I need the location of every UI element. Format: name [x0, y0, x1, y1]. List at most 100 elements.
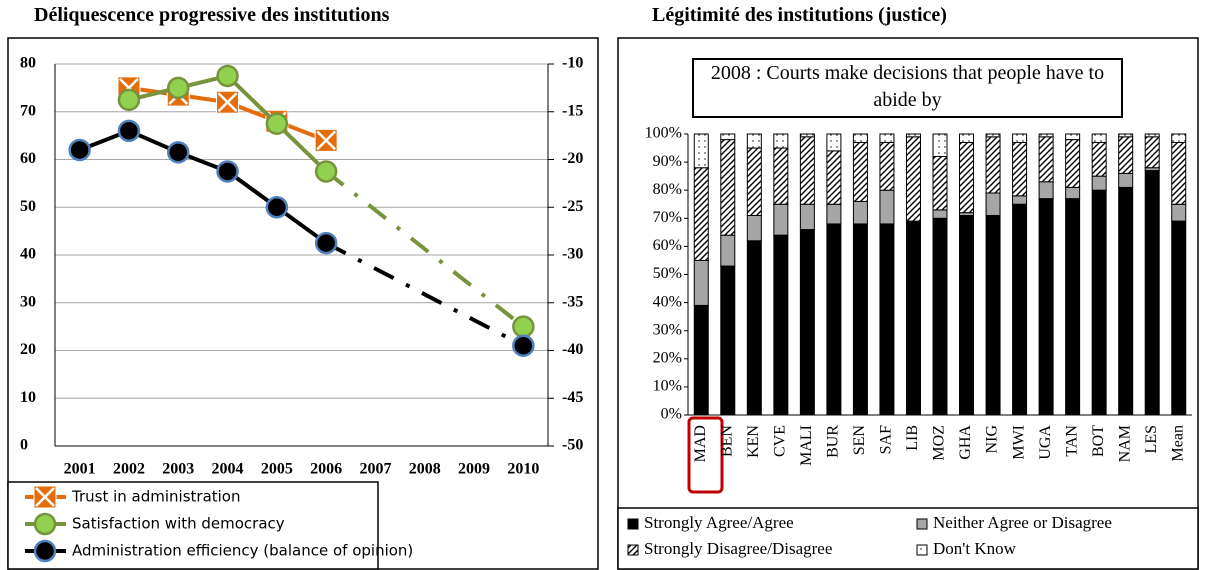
- bar-segment: [1118, 133, 1134, 138]
- bar-segment: [879, 141, 895, 191]
- bar-segment: [1171, 133, 1187, 143]
- bar-segment: [1091, 189, 1107, 416]
- bar-segment: [879, 223, 895, 416]
- bar-segment: [905, 220, 921, 416]
- marker: [314, 160, 338, 183]
- bar-segment: [799, 136, 815, 205]
- legend-label: Trust in administration: [71, 488, 241, 506]
- bar-segment: [746, 133, 762, 149]
- bar-segment: [720, 265, 736, 416]
- x-tick-label: BOT: [1090, 425, 1107, 457]
- chart-title: Déliquescence progressive des institutio…: [34, 4, 390, 26]
- bar-segment: [932, 155, 948, 211]
- x-tick-label: 2002: [113, 461, 145, 478]
- bar-segment: [746, 240, 762, 416]
- legend-label: Satisfaction with democracy: [72, 515, 285, 533]
- bar-segment: [1038, 181, 1054, 200]
- bar-segment: [1012, 203, 1028, 416]
- y-tick-label: 50: [20, 198, 36, 215]
- left-panel: [7, 37, 599, 570]
- bar-segment: [1118, 172, 1134, 188]
- bar-segment: [1065, 133, 1081, 141]
- bar-segment: [932, 217, 948, 416]
- x-tick-label: CVE: [772, 425, 789, 457]
- bar-segment: [720, 234, 736, 267]
- marker: [33, 539, 57, 563]
- marker-cross: [316, 130, 337, 151]
- marker: [314, 231, 338, 255]
- y-tick-label: 100%: [645, 125, 682, 142]
- bar-segment: [1091, 175, 1107, 191]
- y-tick-label: 70: [20, 102, 36, 119]
- legend-label: Administration efficiency (balance of op…: [72, 542, 413, 560]
- x-tick-label: 2007: [359, 461, 391, 478]
- highlight-box: [687, 416, 724, 494]
- bar-segment: [1065, 198, 1081, 416]
- y2-tick-label: -20: [562, 150, 583, 167]
- x-tick-label: BUR: [825, 425, 842, 458]
- bar-segment: [1038, 198, 1054, 416]
- x-tick-label: KEN: [745, 425, 762, 458]
- bar-segment: [693, 304, 709, 416]
- x-tick-label: 2003: [162, 461, 194, 478]
- legend-box: [7, 481, 379, 570]
- x-tick-label: 2009: [458, 461, 490, 478]
- marker: [117, 119, 141, 143]
- bar-segment: [773, 133, 789, 149]
- legend-swatch: [916, 544, 928, 556]
- y-tick-label: 20: [20, 341, 36, 358]
- x-tick-label: 2006: [310, 461, 342, 478]
- y-tick-label: 40: [20, 246, 36, 263]
- bar-segment: [905, 133, 921, 138]
- legend-label: Neither Agree or Disagree: [933, 513, 1112, 532]
- x-tick-label: UGA: [1037, 425, 1054, 460]
- legend-swatch: [627, 544, 639, 556]
- bar-segment: [852, 200, 868, 225]
- bar-segment: [1038, 133, 1054, 138]
- bar-segment: [932, 133, 948, 157]
- marker: [167, 141, 190, 164]
- marker-cross: [35, 487, 55, 507]
- y-tick-label: 90%: [653, 153, 682, 170]
- bar-segment: [959, 133, 975, 143]
- bar-segment: [1144, 170, 1160, 416]
- legend-swatch: [916, 518, 928, 530]
- y-tick-label: 30: [20, 293, 36, 310]
- x-tick-label: MALI: [798, 425, 815, 466]
- y-tick-label: 10: [20, 389, 36, 406]
- y2-tick-label: -50: [562, 437, 583, 454]
- bar-segment: [693, 133, 709, 169]
- x-tick-label: 2008: [409, 461, 441, 478]
- marker: [68, 138, 91, 162]
- bar-segment: [746, 147, 762, 216]
- x-tick-label: LIB: [904, 425, 921, 451]
- marker: [33, 512, 57, 536]
- y-tick-label: 80: [20, 55, 36, 72]
- y-tick-label: 70%: [653, 209, 682, 226]
- x-tick-label: MOZ: [931, 425, 948, 461]
- bar-segment: [959, 214, 975, 416]
- bar-segment: [1118, 186, 1134, 416]
- bar-segment: [826, 133, 842, 152]
- legend-label: Don't Know: [933, 539, 1017, 558]
- bar-segment: [985, 214, 1001, 416]
- marker: [512, 315, 535, 338]
- y-tick-label: 20%: [653, 349, 682, 366]
- x-tick-label: NIG: [984, 425, 1001, 454]
- bar-segment: [852, 141, 868, 202]
- marker: [216, 160, 239, 183]
- bar-segment: [773, 203, 789, 236]
- bar-segment: [1144, 133, 1160, 138]
- y2-tick-label: -45: [562, 389, 583, 406]
- bar-segment: [1171, 220, 1187, 416]
- marker: [167, 76, 190, 100]
- y2-tick-label: -15: [562, 102, 583, 119]
- y-tick-label: 0: [20, 437, 28, 454]
- bar-segment: [826, 150, 842, 205]
- y-tick-label: 60: [20, 150, 36, 167]
- legend-box: [617, 507, 1199, 570]
- bar-segment: [773, 147, 789, 205]
- bar-segment: [985, 136, 1001, 194]
- x-tick-label: Mean: [1169, 425, 1186, 461]
- marker: [265, 196, 289, 219]
